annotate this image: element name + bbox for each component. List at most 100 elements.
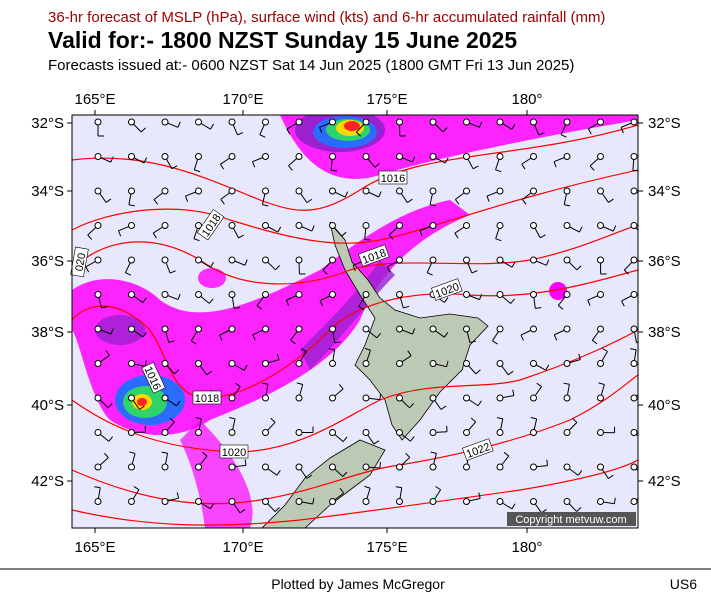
- barb-station: [196, 188, 202, 194]
- barb-station: [397, 223, 403, 229]
- barb-station: [95, 499, 101, 505]
- lon-label: 165°E: [74, 539, 115, 556]
- barb-station: [631, 361, 637, 367]
- barb-station: [598, 154, 604, 160]
- barb-station: [162, 395, 168, 401]
- barb-station: [162, 188, 168, 194]
- barb-station: [330, 188, 336, 194]
- barb-feather: [643, 233, 648, 237]
- barb-station: [129, 361, 135, 367]
- barb-station: [397, 188, 403, 194]
- barb-station: [531, 361, 537, 367]
- barb-station: [363, 464, 369, 470]
- barb-station: [129, 223, 135, 229]
- barb-station: [464, 361, 470, 367]
- barb-station: [263, 499, 269, 505]
- barb-station: [95, 430, 101, 436]
- barb-station: [196, 292, 202, 298]
- subtitle: 36-hr forecast of MSLP (hPa), surface wi…: [48, 9, 605, 26]
- barb-station: [296, 154, 302, 160]
- barb-station: [397, 430, 403, 436]
- barb-station: [330, 292, 336, 298]
- barb-station: [196, 430, 202, 436]
- barb-station: [229, 223, 235, 229]
- barb-station: [430, 430, 436, 436]
- barb-station: [397, 395, 403, 401]
- barb-station: [229, 119, 235, 125]
- barb-station: [631, 257, 637, 263]
- barb-station: [464, 464, 470, 470]
- barb-station: [598, 188, 604, 194]
- barb-station: [296, 430, 302, 436]
- barb-station: [531, 326, 537, 332]
- barb-station: [397, 361, 403, 367]
- barb-station: [296, 119, 302, 125]
- barb-station: [531, 292, 537, 298]
- lat-label: 38°S: [648, 324, 681, 341]
- barb-station: [430, 395, 436, 401]
- barb-station: [95, 361, 101, 367]
- barb-station: [464, 154, 470, 160]
- barb-station: [330, 257, 336, 263]
- barb-feather: [380, 394, 381, 400]
- barb-station: [531, 119, 537, 125]
- barb-station: [129, 257, 135, 263]
- barb-station: [330, 499, 336, 505]
- barb-station: [95, 119, 101, 125]
- barb-station: [531, 188, 537, 194]
- barb-station: [229, 257, 235, 263]
- barb-station: [397, 119, 403, 125]
- barb-station: [263, 361, 269, 367]
- barb-station: [95, 223, 101, 229]
- barb-station: [196, 119, 202, 125]
- barb-station: [497, 395, 503, 401]
- barb-station: [464, 292, 470, 298]
- barb-station: [363, 430, 369, 436]
- lon-label: 180°: [511, 91, 542, 108]
- barb-station: [531, 257, 537, 263]
- barb-feather: [641, 488, 645, 493]
- barb-station: [162, 257, 168, 263]
- barb-station: [497, 292, 503, 298]
- barb-station: [95, 326, 101, 332]
- barb-station: [95, 292, 101, 298]
- barb-station: [631, 292, 637, 298]
- lon-label: 170°E: [222, 539, 263, 556]
- barb-station: [296, 223, 302, 229]
- barb-station: [497, 154, 503, 160]
- barb-station: [430, 119, 436, 125]
- barb-station: [129, 499, 135, 505]
- barb-station: [263, 395, 269, 401]
- barb-station: [162, 223, 168, 229]
- barb-station: [263, 188, 269, 194]
- barb-station: [263, 119, 269, 125]
- barb-station: [263, 257, 269, 263]
- barb-station: [464, 257, 470, 263]
- barb-station: [263, 326, 269, 332]
- lat-label: 40°S: [648, 397, 681, 414]
- barb-station: [497, 326, 503, 332]
- barb-station: [564, 499, 570, 505]
- barb-station: [196, 361, 202, 367]
- barb-station: [631, 223, 637, 229]
- barb-station: [162, 292, 168, 298]
- barb-station: [95, 464, 101, 470]
- barb-station: [598, 361, 604, 367]
- barb-feather: [245, 459, 246, 465]
- barb-station: [263, 464, 269, 470]
- barb-station: [330, 154, 336, 160]
- barb-station: [397, 154, 403, 160]
- barb-station: [196, 257, 202, 263]
- barb-station: [464, 119, 470, 125]
- barb-station: [598, 326, 604, 332]
- barb-station: [564, 361, 570, 367]
- barb-station: [296, 257, 302, 263]
- isobar-label-text: 1016: [381, 173, 405, 185]
- barb-station: [497, 223, 503, 229]
- barb-station: [631, 395, 637, 401]
- barb-station: [229, 188, 235, 194]
- barb-station: [330, 361, 336, 367]
- barb-station: [631, 119, 637, 125]
- barb-station: [531, 499, 537, 505]
